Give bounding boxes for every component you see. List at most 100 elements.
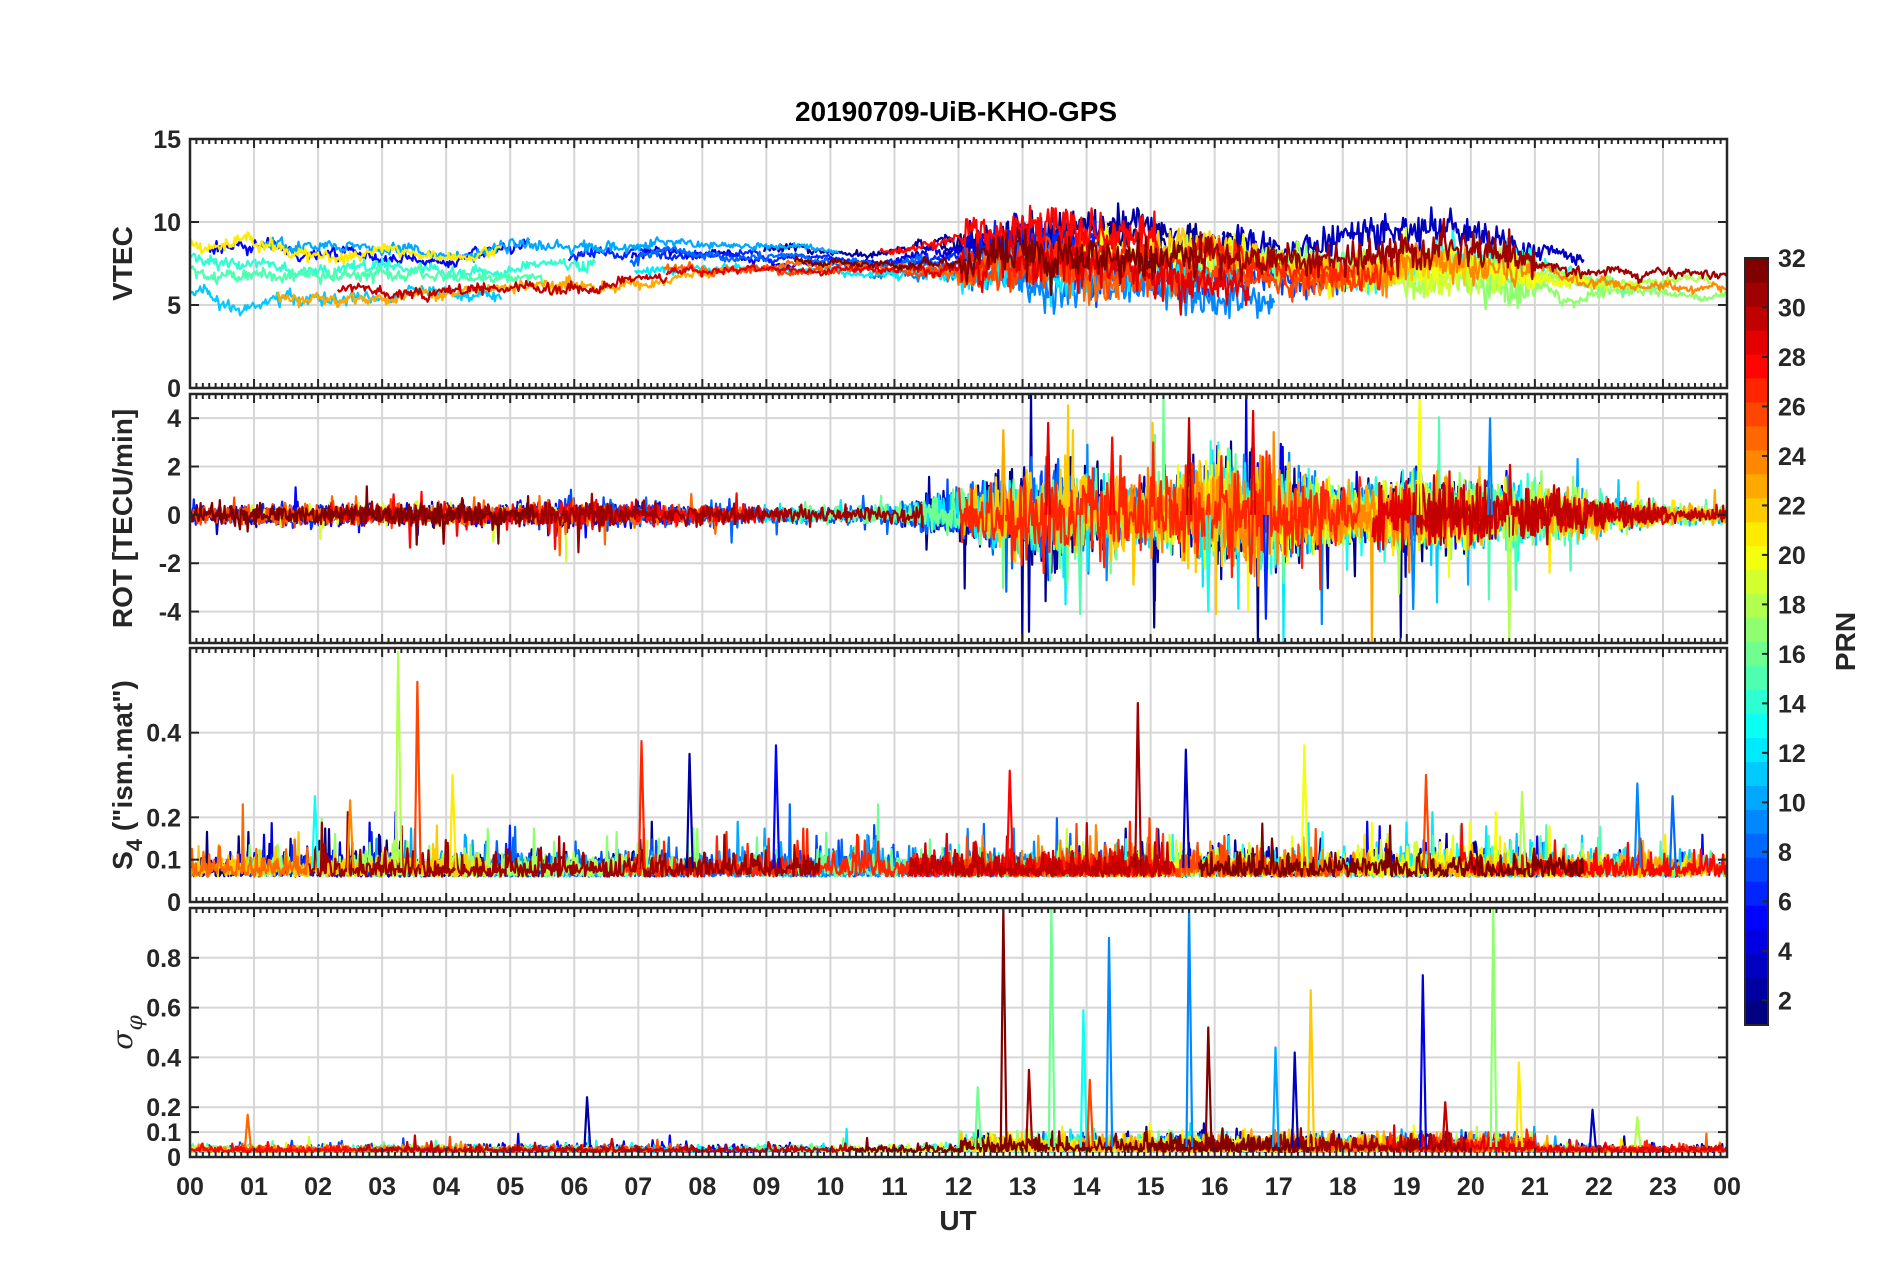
x-tick-label: 01 [240, 1173, 268, 1201]
colorbar-tick-label: 22 [1778, 492, 1806, 520]
ylabel-sub: 4 [122, 838, 147, 851]
sigma-spike-10 [1291, 1051, 1300, 1148]
colorbar-cell [1745, 929, 1768, 954]
y-tick-label: 0 [167, 889, 181, 917]
s4-spike-12 [346, 799, 355, 869]
s4-spike-6 [772, 744, 781, 869]
s4-spike-14 [1518, 790, 1527, 869]
panel-ticks [189, 648, 1728, 903]
series-prn-30 [336, 273, 668, 303]
colorbar-cell [1745, 281, 1768, 307]
s4-spike-2 [637, 740, 646, 869]
colorbar-cell [1745, 425, 1768, 451]
sigma-spike-19 [1086, 1078, 1095, 1148]
x-tick-label: 08 [688, 1173, 716, 1201]
x-tick-label: 06 [560, 1173, 588, 1201]
sigma-spike-1 [1047, 908, 1056, 1148]
panel-series [190, 651, 1727, 878]
series-prn-30 [1411, 475, 1727, 547]
ylabel-rest: ("ism.mat") [107, 680, 138, 839]
x-tick-label: 23 [1649, 1173, 1677, 1201]
colorbar-cell [1745, 449, 1768, 475]
rot-peak-4 [1250, 409, 1257, 515]
sigma-spike-0 [999, 908, 1008, 1148]
panel-series [190, 394, 1727, 643]
colorbar-tick-label: 32 [1778, 245, 1806, 273]
sigma-spike-14 [583, 1096, 592, 1148]
series-prn-27 [958, 441, 1362, 591]
rot-peak-8 [1487, 417, 1494, 515]
colorbar-cell [1745, 401, 1768, 427]
x-tick-label: 03 [368, 1173, 396, 1201]
s4-spike-9 [1006, 769, 1015, 869]
colorbar-tick-label: 26 [1778, 393, 1806, 421]
sigma-spike-3 [1185, 908, 1194, 1148]
colorbar-cell [1745, 857, 1768, 882]
x-tick-label: 00 [176, 1173, 204, 1201]
y-tick-label: 0.2 [146, 804, 181, 832]
x-tick-label: 04 [432, 1173, 460, 1201]
colorbar-cell [1745, 1001, 1768, 1026]
colorbar-cell [1745, 329, 1768, 355]
colorbar-cell [1745, 473, 1768, 499]
s4-spike-10 [1422, 773, 1431, 869]
s4-spike-13 [1668, 795, 1677, 869]
series-prn-24 [1124, 431, 1457, 587]
colorbar-cell [1745, 617, 1768, 643]
sigma-spike-17 [1588, 1108, 1597, 1148]
colorbar-cell [1745, 305, 1768, 331]
rot-peak-5 [1262, 514, 1269, 620]
x-tick-label: 07 [624, 1173, 652, 1201]
series-prn-28 [879, 204, 1157, 262]
s4-spike-11 [311, 795, 320, 869]
ylabel-main: σ [106, 1030, 139, 1050]
colorbar-tick-label: 14 [1778, 690, 1806, 718]
s4-spike-7 [448, 773, 457, 869]
y-tick-label: 0.2 [146, 1094, 181, 1122]
rot-peak-0 [1000, 429, 1007, 515]
s4-spike-8 [685, 752, 694, 869]
colorbar-cell [1745, 258, 1768, 283]
y-tick-label: 10 [153, 209, 181, 237]
panel-sigma: 00.10.2 0.4 0.6 0.8 σφ [106, 906, 1729, 1172]
colorbar-cell [1745, 641, 1768, 667]
panel-s4: 00.10.20.4S4 ("ism.mat") [107, 646, 1729, 917]
colorbar-cell [1745, 689, 1768, 715]
colorbar-cell [1745, 977, 1768, 1002]
series-prn-10 [260, 236, 840, 264]
y-axis-label-s4: S4 ("ism.mat") [107, 680, 147, 870]
series-prn-32 [793, 228, 1197, 297]
colorbar-tick-label: 2 [1778, 987, 1792, 1015]
series-prn-32 [190, 485, 535, 546]
colorbar-cell [1745, 785, 1768, 810]
y-tick-label: 4 [167, 405, 181, 433]
series-prn-23 [276, 264, 738, 309]
s4-spike-1 [413, 680, 422, 869]
y-axis-label-vtec: VTEC [107, 226, 138, 301]
colorbar-cell [1745, 809, 1768, 834]
series-prn-21 [190, 231, 502, 265]
colorbar-cell [1745, 521, 1768, 547]
rot-peak-2 [1077, 514, 1084, 616]
x-tick-label: 05 [496, 1173, 524, 1201]
sigma-spike-9 [1271, 1046, 1280, 1148]
s4-spike-15 [1633, 782, 1642, 869]
series-prn-32 [1197, 822, 1585, 878]
x-tick-label: 10 [817, 1173, 845, 1201]
colorbar-cell [1745, 953, 1768, 978]
rot-peak-1 [1045, 421, 1052, 515]
sigma-spike-13 [974, 1086, 983, 1148]
rot-peak-7 [1410, 514, 1417, 611]
colorbar-tick-label: 18 [1778, 591, 1806, 619]
colorbar-tick-label: 16 [1778, 641, 1806, 669]
x-tick-label: 12 [945, 1173, 973, 1201]
colorbar-frame [1744, 257, 1769, 1026]
x-axis: 00 01 02 03 04 05 06 07 08 09 10 11 12 13 14 15 16 17 18 19… [176, 1173, 1741, 1201]
series-prn-31 [308, 811, 821, 878]
colorbar-tick-label: 12 [1778, 740, 1806, 768]
y-tick-label: -2 [159, 550, 181, 578]
s4-spike-0 [394, 651, 403, 869]
sigma-spike-16 [1441, 1101, 1450, 1148]
y-tick-label: 0.8 [146, 945, 181, 973]
